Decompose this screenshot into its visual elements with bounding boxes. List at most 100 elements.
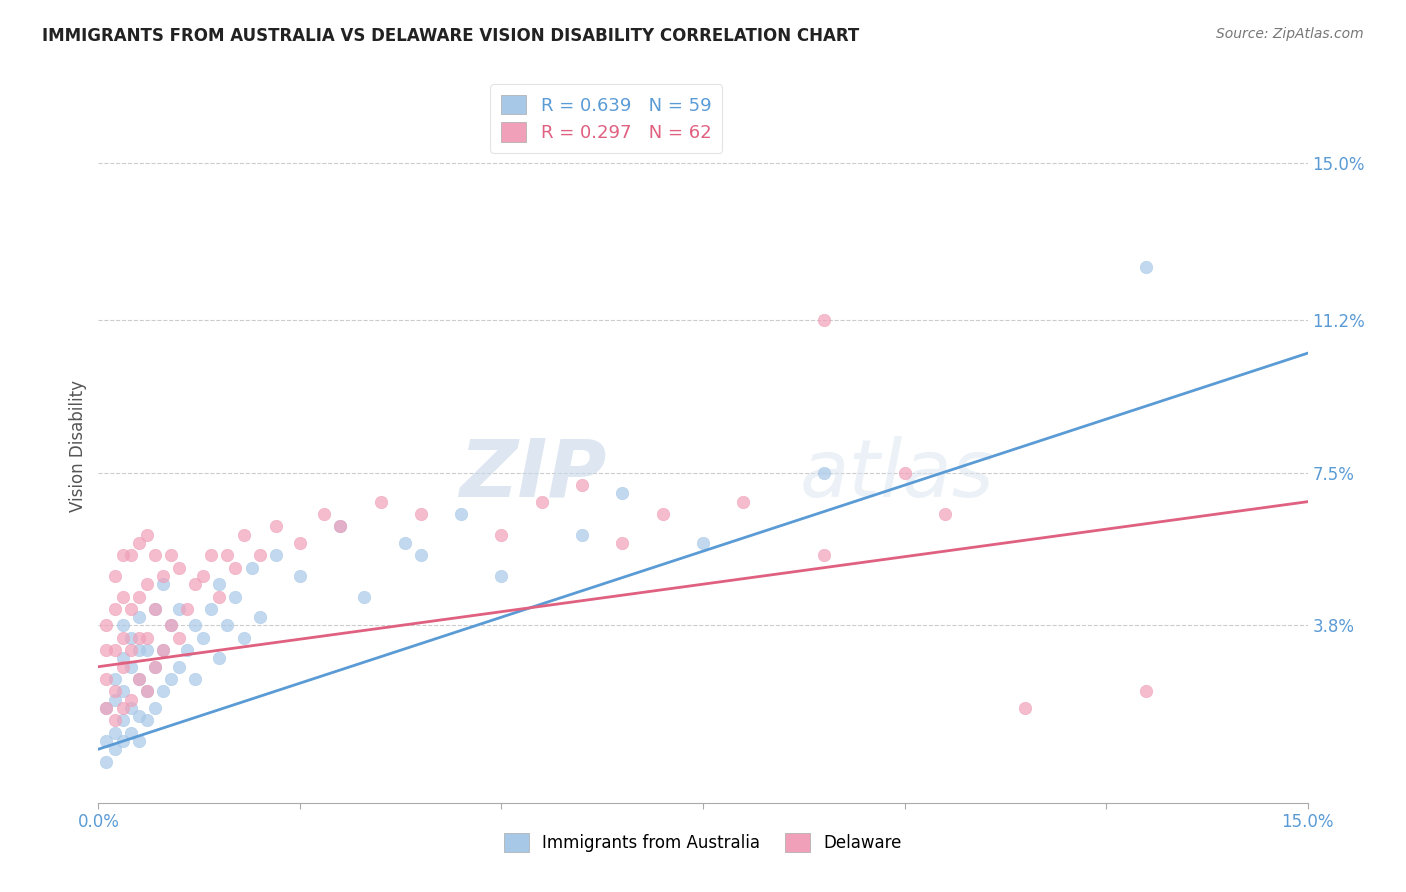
- Point: [120, 602, 142, 616]
- Point: [176, 602, 198, 616]
- Point: [167, 631, 190, 645]
- Legend: Immigrants from Australia, Delaware: Immigrants from Australia, Delaware: [498, 827, 908, 859]
- Point: [128, 734, 150, 748]
- Point: [160, 549, 183, 563]
- Point: [217, 618, 239, 632]
- Point: [692, 536, 714, 550]
- Point: [152, 643, 174, 657]
- Point: [167, 602, 190, 616]
- Point: [120, 643, 142, 657]
- Point: [96, 734, 118, 748]
- Point: [264, 549, 287, 563]
- Point: [128, 672, 150, 686]
- Point: [571, 478, 593, 492]
- Point: [232, 527, 254, 541]
- Point: [111, 549, 134, 563]
- Point: [120, 659, 142, 673]
- Point: [184, 618, 207, 632]
- Point: [893, 466, 915, 480]
- Text: ZIP: ZIP: [458, 435, 606, 514]
- Point: [120, 701, 142, 715]
- Point: [96, 701, 118, 715]
- Point: [409, 549, 432, 563]
- Point: [111, 734, 134, 748]
- Point: [143, 602, 166, 616]
- Point: [111, 618, 134, 632]
- Point: [329, 519, 352, 533]
- Point: [103, 602, 125, 616]
- Point: [111, 684, 134, 698]
- Point: [249, 549, 271, 563]
- Point: [120, 631, 142, 645]
- Point: [128, 643, 150, 657]
- Point: [96, 755, 118, 769]
- Point: [184, 672, 207, 686]
- Point: [612, 536, 634, 550]
- Point: [450, 507, 472, 521]
- Point: [224, 590, 246, 604]
- Point: [208, 590, 231, 604]
- Point: [135, 684, 157, 698]
- Point: [240, 560, 263, 574]
- Point: [103, 725, 125, 739]
- Point: [264, 519, 287, 533]
- Point: [491, 569, 513, 583]
- Point: [288, 569, 311, 583]
- Point: [96, 672, 118, 686]
- Point: [167, 560, 190, 574]
- Point: [160, 672, 183, 686]
- Point: [232, 631, 254, 645]
- Point: [314, 507, 336, 521]
- Point: [128, 709, 150, 723]
- Point: [733, 494, 755, 508]
- Point: [143, 701, 166, 715]
- Point: [143, 602, 166, 616]
- Point: [530, 494, 553, 508]
- Point: [135, 631, 157, 645]
- Point: [103, 569, 125, 583]
- Text: Source: ZipAtlas.com: Source: ZipAtlas.com: [1216, 27, 1364, 41]
- Point: [111, 651, 134, 665]
- Point: [571, 527, 593, 541]
- Point: [120, 725, 142, 739]
- Point: [160, 618, 183, 632]
- Point: [96, 643, 118, 657]
- Point: [128, 631, 150, 645]
- Point: [208, 651, 231, 665]
- Point: [135, 527, 157, 541]
- Point: [103, 684, 125, 698]
- Point: [208, 577, 231, 591]
- Point: [1014, 701, 1036, 715]
- Point: [1135, 684, 1157, 698]
- Point: [152, 643, 174, 657]
- Point: [370, 494, 392, 508]
- Point: [128, 536, 150, 550]
- Point: [288, 536, 311, 550]
- Point: [128, 672, 150, 686]
- Point: [184, 577, 207, 591]
- Point: [152, 569, 174, 583]
- Point: [813, 313, 835, 327]
- Point: [813, 466, 835, 480]
- Point: [96, 618, 118, 632]
- Point: [651, 507, 673, 521]
- Point: [111, 590, 134, 604]
- Point: [111, 701, 134, 715]
- Point: [111, 631, 134, 645]
- Point: [111, 714, 134, 728]
- Point: [143, 659, 166, 673]
- Point: [193, 631, 215, 645]
- Point: [135, 684, 157, 698]
- Point: [491, 527, 513, 541]
- Point: [128, 610, 150, 624]
- Point: [143, 549, 166, 563]
- Point: [394, 536, 416, 550]
- Point: [111, 659, 134, 673]
- Point: [135, 714, 157, 728]
- Point: [217, 549, 239, 563]
- Point: [813, 549, 835, 563]
- Text: IMMIGRANTS FROM AUSTRALIA VS DELAWARE VISION DISABILITY CORRELATION CHART: IMMIGRANTS FROM AUSTRALIA VS DELAWARE VI…: [42, 27, 859, 45]
- Point: [96, 701, 118, 715]
- Point: [128, 590, 150, 604]
- Point: [152, 684, 174, 698]
